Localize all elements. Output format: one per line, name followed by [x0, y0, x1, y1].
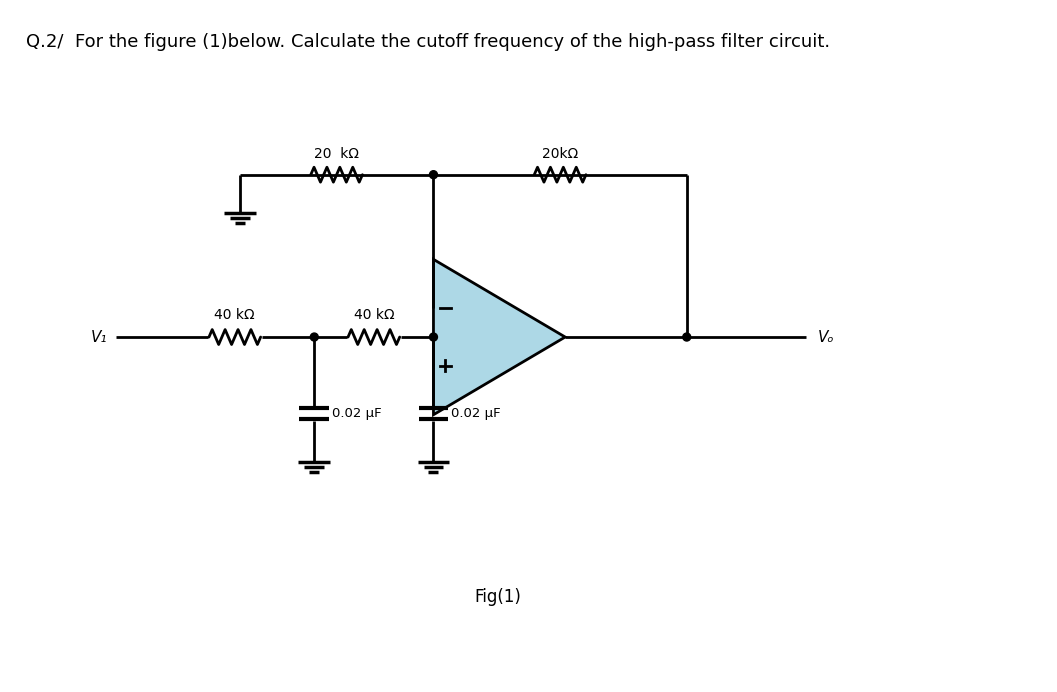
Text: 0.02 µF: 0.02 µF: [332, 407, 382, 420]
Text: 20  kΩ: 20 kΩ: [314, 147, 359, 161]
Circle shape: [429, 333, 438, 341]
Text: Q.2/  For the figure (1)below. Calculate the cutoff frequency of the high-pass f: Q.2/ For the figure (1)below. Calculate …: [26, 33, 831, 51]
Polygon shape: [433, 260, 565, 415]
Circle shape: [683, 333, 690, 341]
Text: 40 kΩ: 40 kΩ: [353, 308, 394, 322]
Circle shape: [429, 171, 438, 179]
Text: Vₒ: Vₒ: [818, 329, 834, 345]
Text: 40 kΩ: 40 kΩ: [215, 308, 255, 322]
Text: V₁: V₁: [91, 329, 108, 345]
Text: 0.02 µF: 0.02 µF: [451, 407, 501, 420]
Circle shape: [311, 333, 318, 341]
Text: Fig(1): Fig(1): [475, 588, 521, 606]
Text: 20kΩ: 20kΩ: [542, 147, 578, 161]
